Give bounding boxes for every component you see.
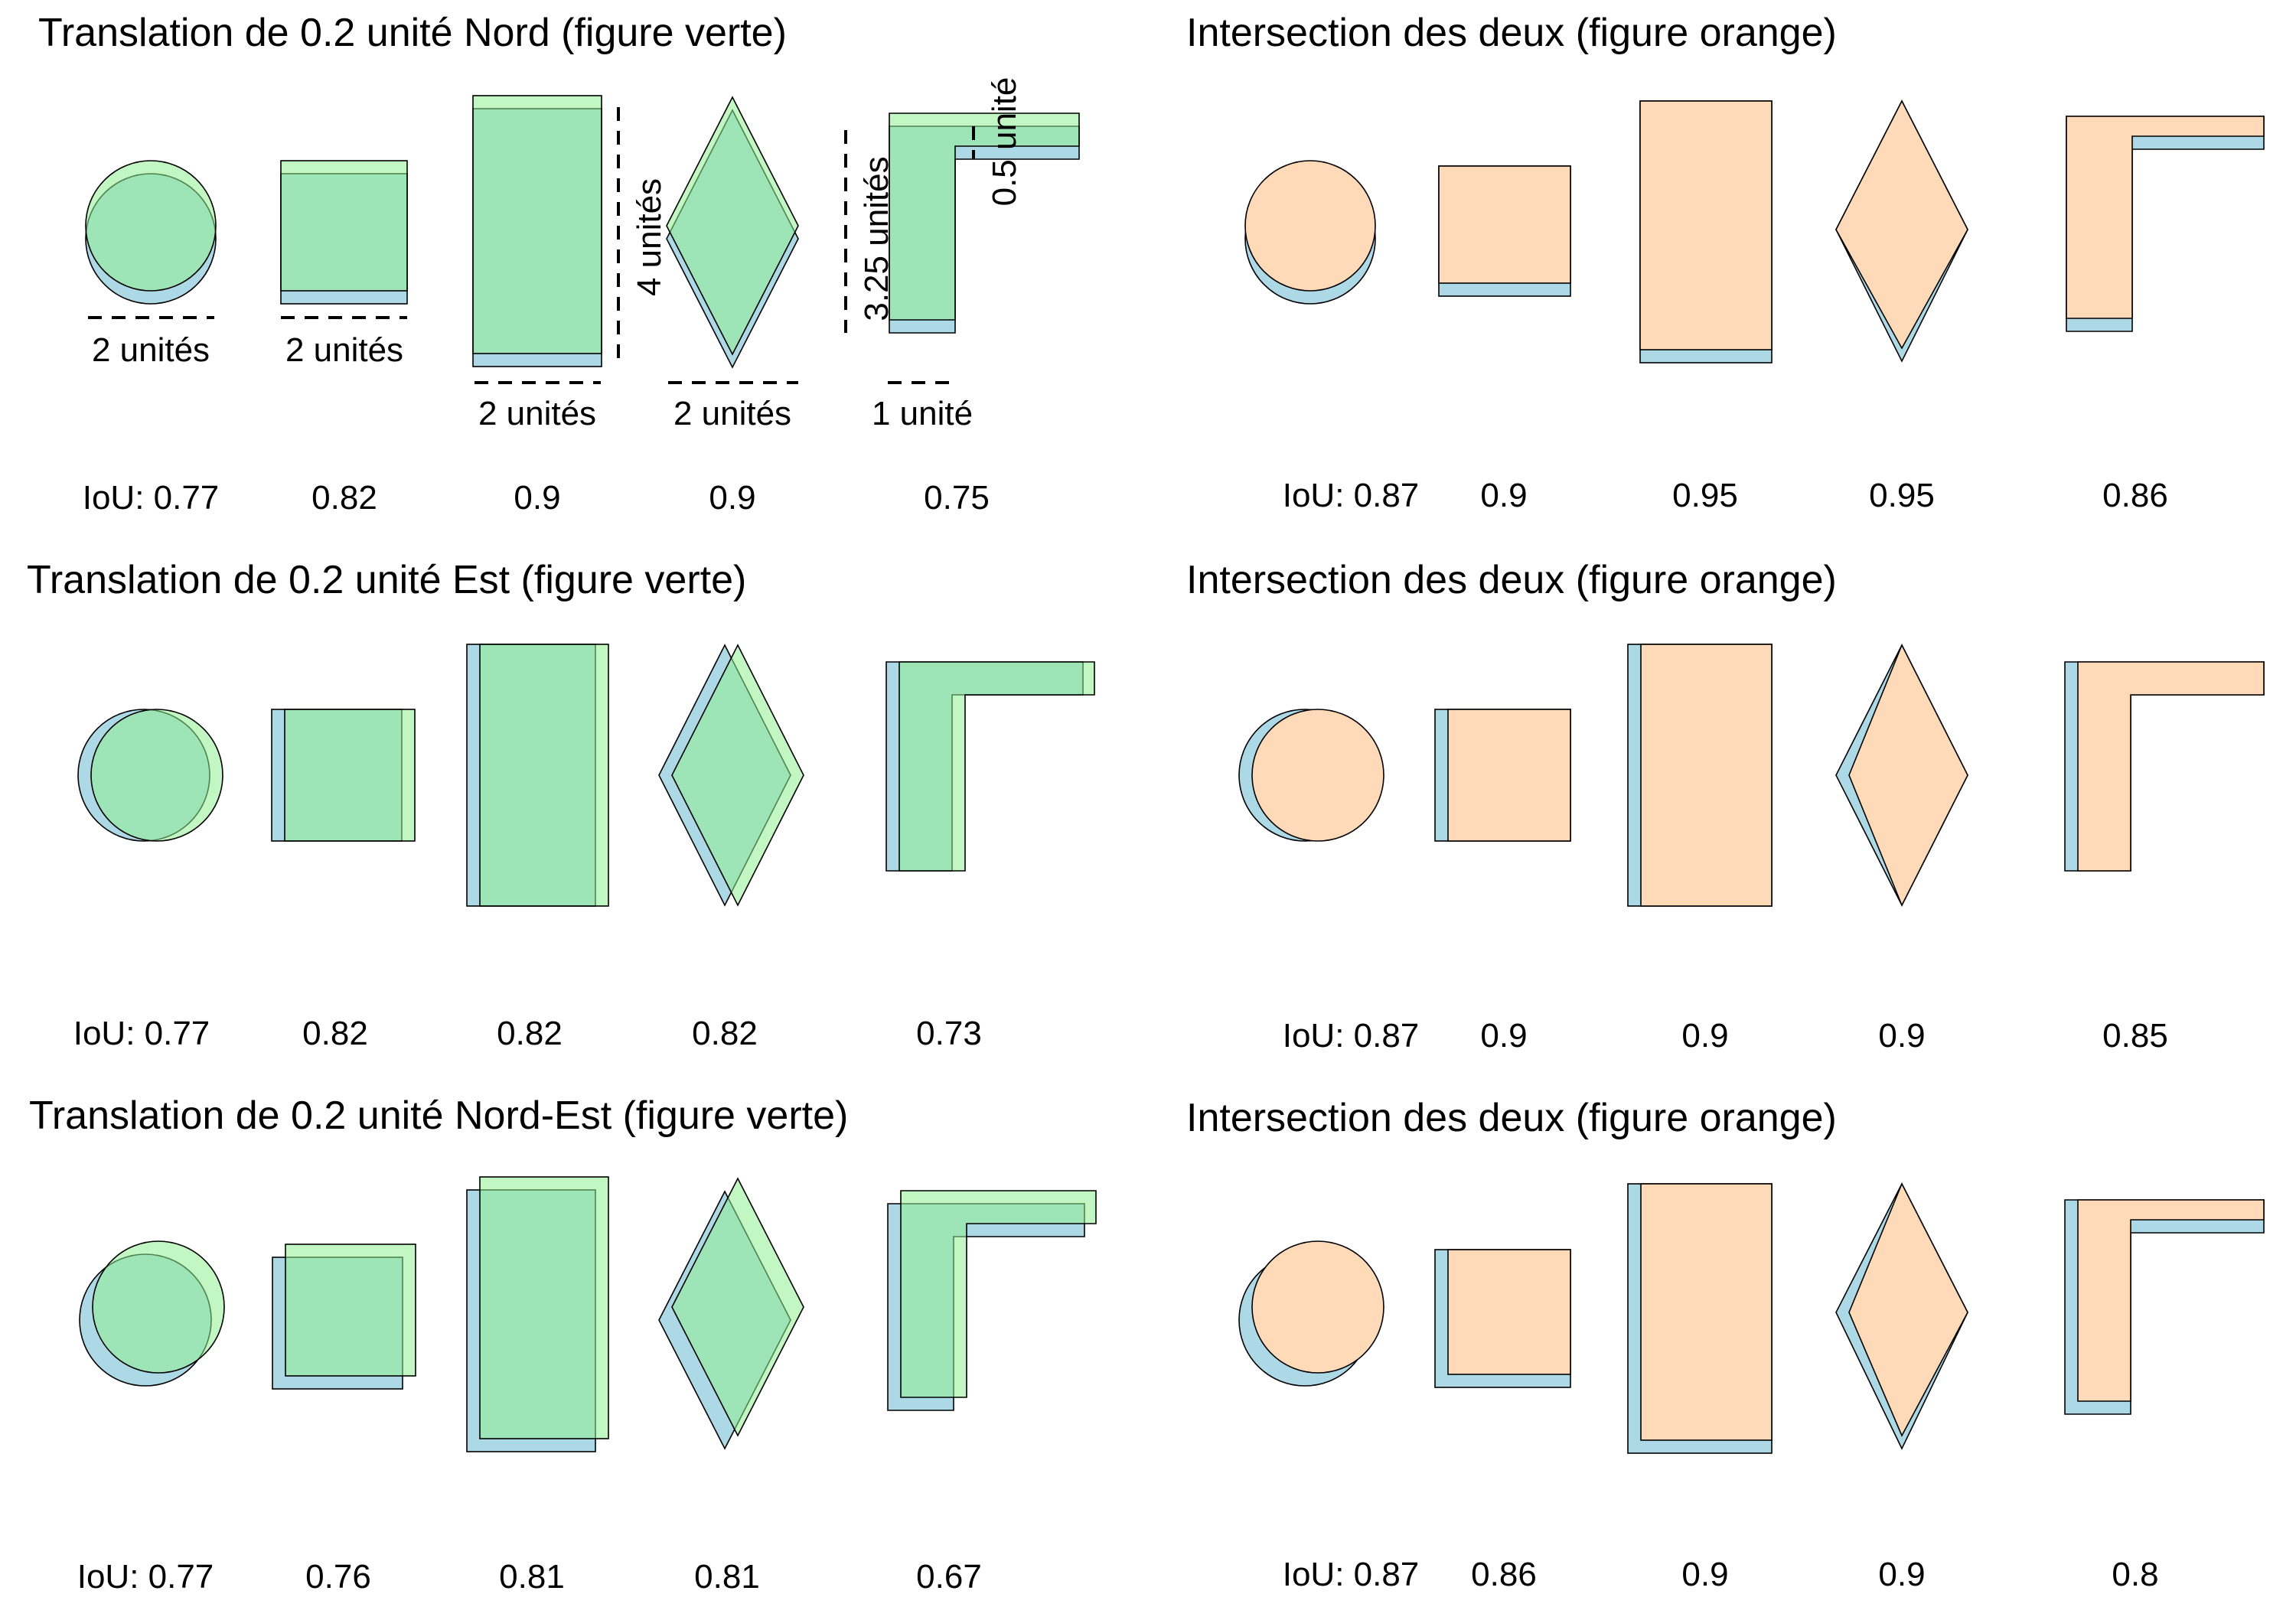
row3-rhombus [658, 1177, 804, 1450]
row2-rhombus [658, 644, 804, 907]
row1-circle [85, 160, 217, 305]
row1-rectangle [472, 95, 602, 367]
row1-right-iou-circle: IoU: 0.87 [1283, 477, 1420, 514]
row3-circle-intersection [1238, 1240, 1384, 1387]
row3-right-iou: IoU: 0.87 0.86 0.9 0.9 0.8 [1283, 1556, 2159, 1593]
row2-left-shapes [77, 644, 1095, 907]
row3-right-shapes [1238, 1182, 2265, 1454]
row2-l-shape [885, 661, 1095, 872]
row3-right-iou-l-shape: 0.8 [2112, 1556, 2158, 1593]
row2-left-title: Translation de 0.2 unité Est (figure ver… [27, 558, 746, 602]
l-shape-width-label: 1 unité [872, 395, 973, 432]
row1-left-iou-rhombus: 0.9 [709, 479, 755, 517]
row2-left-iou: IoU: 0.77 0.82 0.82 0.82 0.73 [73, 1015, 982, 1052]
l-shape-height-label: 3.25 unités [858, 156, 895, 321]
row3-circle [79, 1240, 225, 1387]
row1-rhombus [666, 96, 799, 369]
row2-rectangle-intersection [1627, 644, 1773, 907]
row2-right-iou-rectangle: 0.9 [1681, 1017, 1728, 1054]
row3-left-iou-rectangle: 0.81 [499, 1558, 565, 1596]
row2-left-iou-rhombus: 0.82 [692, 1015, 758, 1052]
row2-circle [77, 709, 223, 842]
row2-right-iou-circle: IoU: 0.87 [1283, 1017, 1420, 1054]
row2-left-iou-circle: IoU: 0.77 [73, 1015, 210, 1052]
row1-right-iou-rhombus: 0.95 [1869, 477, 1935, 514]
row3-left-iou-l-shape: 0.67 [916, 1558, 982, 1596]
row2-square-intersection [1434, 709, 1571, 842]
row1-right-shapes [1244, 99, 2265, 363]
row2-right-iou-square: 0.9 [1480, 1017, 1527, 1054]
row3-rectangle [466, 1176, 609, 1452]
row3-left-iou: IoU: 0.77 0.76 0.81 0.81 0.67 [77, 1558, 982, 1596]
row1-dimension-annotations: 2 unités 2 unités 2 unités 4 unités 2 un… [88, 77, 1023, 432]
row2-left-iou-l-shape: 0.73 [916, 1015, 982, 1052]
square-width-label: 2 unités [285, 331, 403, 369]
rectangle-width-label: 2 unités [478, 395, 596, 432]
row1-right-iou: IoU: 0.87 0.9 0.95 0.95 0.86 [1283, 477, 2168, 514]
row3-left-iou-square: 0.76 [305, 1558, 371, 1596]
row1-left-iou: IoU: 0.77 0.82 0.9 0.9 0.75 [83, 479, 990, 517]
row1-l-shape-intersection [2066, 116, 2265, 332]
row3-left-title: Translation de 0.2 unité Nord-Est (figur… [29, 1094, 848, 1138]
row1-l-shape [889, 112, 1080, 334]
row1-right-iou-l-shape: 0.86 [2102, 477, 2168, 514]
row1-right-iou-square: 0.9 [1480, 477, 1527, 514]
row2-left-iou-rectangle: 0.82 [497, 1015, 563, 1052]
rhombus-width-label: 2 unités [673, 395, 791, 432]
row1-left-title: Translation de 0.2 unité Nord (figure ve… [38, 11, 787, 55]
row3-right-iou-circle: IoU: 0.87 [1283, 1556, 1420, 1593]
row3-square [272, 1244, 416, 1390]
circle-width-label: 2 unités [92, 331, 210, 369]
row2-l-shape-intersection [2064, 661, 2265, 872]
row1-square-intersection [1438, 165, 1571, 297]
row1-left-shapes [85, 95, 1080, 369]
row2-right-iou: IoU: 0.87 0.9 0.9 0.9 0.85 [1283, 1017, 2168, 1054]
row1-rhombus-intersection [1835, 99, 1968, 363]
row1-circle-intersection [1244, 160, 1376, 305]
row3-square-intersection [1434, 1249, 1571, 1388]
row3-l-shape-intersection [2064, 1199, 2265, 1415]
row2-rhombus-intersection [1835, 644, 1968, 907]
row1-right-title: Intersection des deux (figure orange) [1186, 11, 1837, 55]
row3-left-iou-rhombus: 0.81 [694, 1558, 760, 1596]
row2-right-shapes [1238, 644, 2265, 907]
row1-left-iou-square: 0.82 [311, 479, 377, 517]
row3-right-iou-rectangle: 0.9 [1681, 1556, 1728, 1593]
row2-rectangle [466, 644, 609, 907]
row1-left-iou-circle: IoU: 0.77 [83, 479, 220, 517]
row2-square [271, 709, 416, 842]
row1-left-iou-l-shape: 0.75 [924, 479, 990, 517]
row2-circle-intersection [1238, 709, 1384, 842]
row1-left-iou-rectangle: 0.9 [514, 479, 560, 517]
rectangle-height-label: 4 unités [631, 178, 668, 296]
row2-left-iou-square: 0.82 [302, 1015, 368, 1052]
row2-right-iou-rhombus: 0.9 [1878, 1017, 1925, 1054]
l-shape-arm-label: 0.5 unité [986, 77, 1023, 207]
row3-right-iou-square: 0.86 [1471, 1556, 1537, 1593]
row3-l-shape [887, 1190, 1097, 1411]
row3-left-shapes [79, 1176, 1097, 1452]
row3-right-title: Intersection des deux (figure orange) [1186, 1096, 1837, 1140]
row3-rhombus-intersection [1835, 1182, 1968, 1450]
row3-left-iou-circle: IoU: 0.77 [77, 1558, 214, 1596]
row3-right-iou-rhombus: 0.9 [1878, 1556, 1925, 1593]
row1-right-iou-rectangle: 0.95 [1672, 477, 1738, 514]
row3-rectangle-intersection [1627, 1183, 1773, 1454]
row2-right-iou-l-shape: 0.85 [2102, 1017, 2168, 1054]
row2-right-title: Intersection des deux (figure orange) [1186, 558, 1837, 602]
row1-square [280, 160, 408, 305]
row1-rectangle-intersection [1639, 100, 1773, 363]
